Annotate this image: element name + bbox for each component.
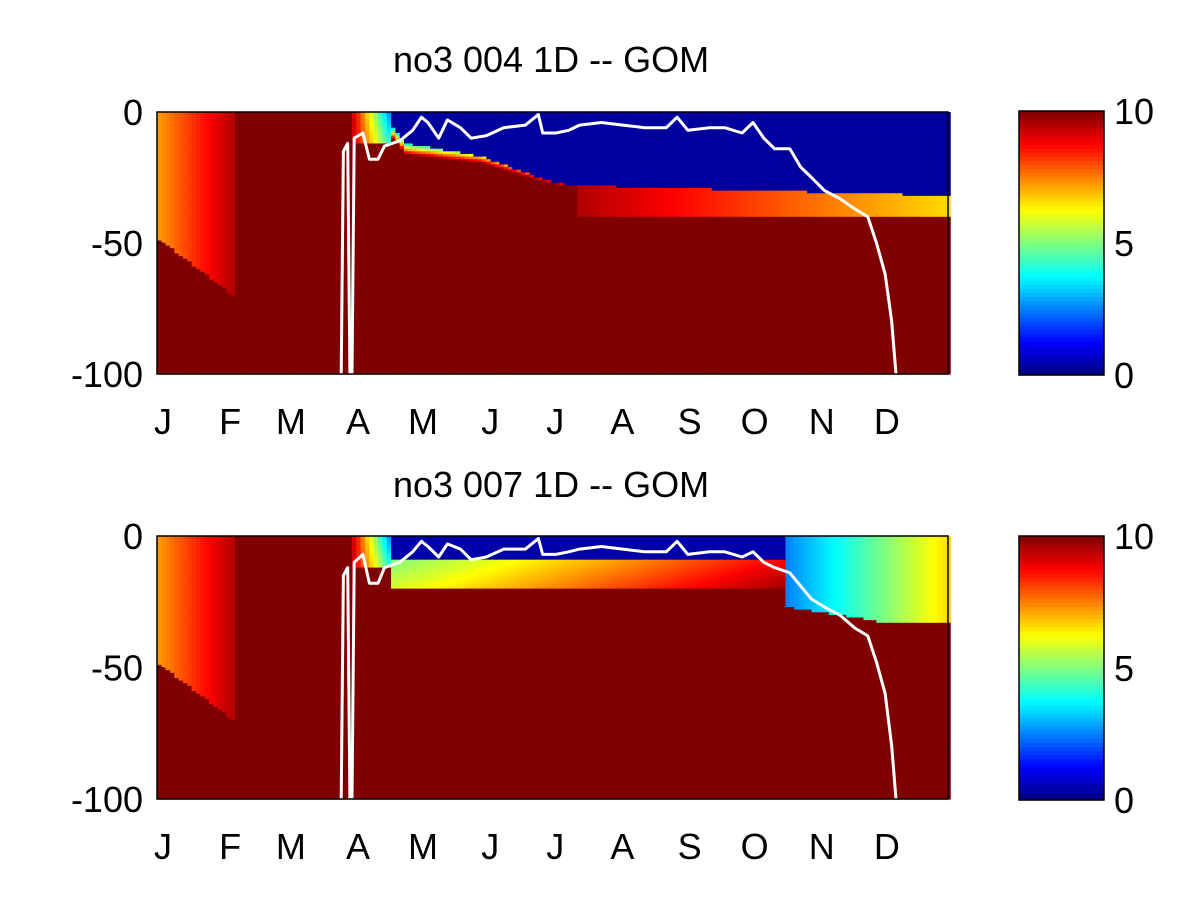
chart-title: no3 004 1D -- GOM: [393, 39, 709, 80]
heatmap-cells: [157, 112, 951, 375]
